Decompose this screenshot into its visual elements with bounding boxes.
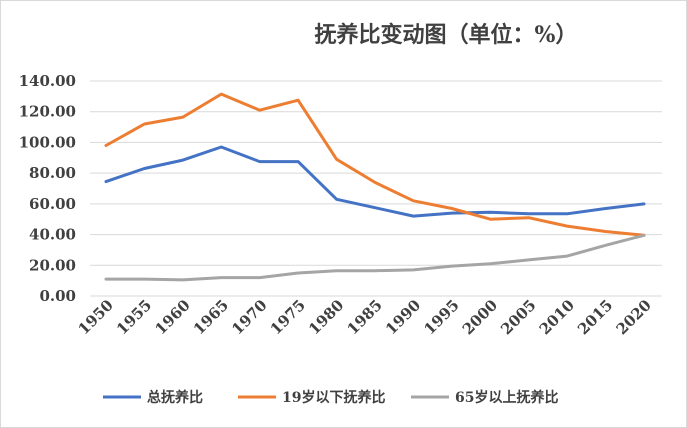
legend-label-2: 65岁以上抚养比: [455, 389, 558, 406]
y-axis-ticks: 0.00 20.00 40.00 60.00 80.00 100.00 120.00 140.…: [19, 72, 76, 305]
x-tick-label: 1970: [228, 296, 270, 338]
x-tick-label: 1960: [151, 296, 193, 338]
gridlines: [90, 80, 662, 297]
x-tick-label: 1985: [344, 296, 386, 338]
legend: 总抚养比 19岁以下抚养比 65岁以上抚养比: [103, 389, 558, 406]
x-tick-label: 1965: [190, 296, 232, 338]
legend-label-0: 总抚养比: [147, 389, 203, 406]
x-tick-label: 1995: [420, 296, 462, 338]
x-tick-label: 2020: [613, 296, 655, 338]
series-line-0: [104, 145, 646, 218]
y-tick-label: 60.00: [29, 195, 76, 213]
chart-title: 抚养比变动图（单位：%）: [315, 22, 578, 48]
y-tick-label: 0.00: [39, 287, 76, 305]
y-tick-label: 20.00: [29, 256, 76, 274]
series-line-2: [104, 233, 646, 282]
x-tick-label: 1980: [305, 296, 347, 338]
x-tick-label: 1975: [267, 296, 309, 338]
x-tick-label: 1950: [75, 296, 117, 338]
x-tick-label: 2015: [574, 296, 616, 338]
series-line-1: [104, 92, 646, 237]
y-tick-label: 140.00: [19, 72, 76, 90]
y-tick-label: 100.00: [19, 133, 76, 151]
x-axis-ticks: 1950195519601965197019751980198519901995…: [75, 296, 655, 338]
x-tick-label: 2000: [459, 296, 501, 338]
x-tick-label: 2010: [536, 296, 578, 338]
series-lines: [104, 92, 646, 282]
x-tick-label: 1990: [382, 296, 424, 338]
legend-label-1: 19岁以下抚养比: [282, 389, 385, 406]
y-tick-label: 80.00: [29, 164, 76, 182]
y-tick-label: 120.00: [19, 103, 76, 121]
y-tick-label: 40.00: [29, 226, 76, 244]
x-tick-label: 1955: [113, 296, 155, 338]
x-tick-label: 2005: [497, 296, 539, 338]
